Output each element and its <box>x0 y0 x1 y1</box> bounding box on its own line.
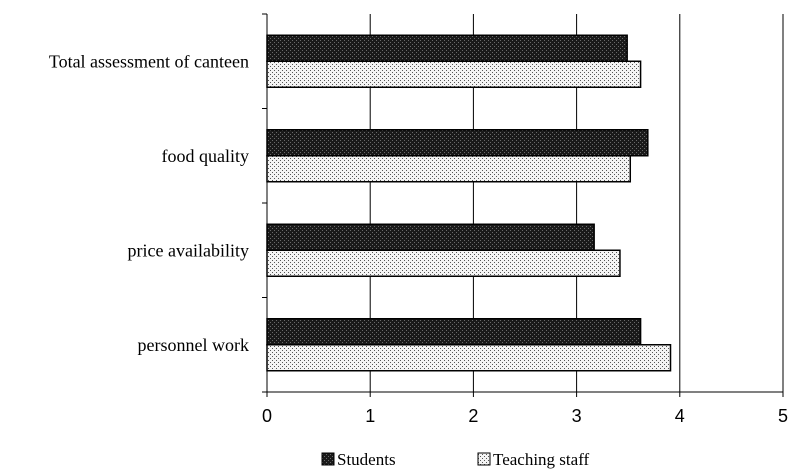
legend-label: Students <box>337 450 396 469</box>
axes <box>262 13 784 397</box>
labels: personnel work price availability food qua… <box>49 51 788 426</box>
bar-teaching-staff-0 <box>266 344 672 372</box>
bar-students-2 <box>266 129 649 157</box>
bar-teaching-staff-3 <box>266 60 642 88</box>
x-tick-label: 5 <box>778 406 788 426</box>
legend-label: Teaching staff <box>493 450 590 469</box>
x-tick-label: 0 <box>262 406 272 426</box>
bars <box>266 34 672 372</box>
category-label: personnel work <box>138 335 249 355</box>
legend-swatch-students <box>321 452 335 466</box>
x-tick-label: 3 <box>572 406 582 426</box>
bar-teaching-staff-2 <box>266 155 632 183</box>
x-tick-label: 2 <box>468 406 478 426</box>
legend-swatch-teaching-staff <box>477 452 491 466</box>
x-tick-label: 4 <box>675 406 685 426</box>
x-tick-label: 1 <box>365 406 375 426</box>
category-label: food quality <box>162 146 250 166</box>
bar-teaching-staff-1 <box>266 249 621 277</box>
bar-students-1 <box>266 223 595 251</box>
bar-students-0 <box>266 318 642 346</box>
bar-students-3 <box>266 34 628 62</box>
legend: Students Teaching staff <box>321 450 590 469</box>
category-label: price availability <box>128 240 249 260</box>
category-label: Total assessment of canteen <box>49 51 249 71</box>
